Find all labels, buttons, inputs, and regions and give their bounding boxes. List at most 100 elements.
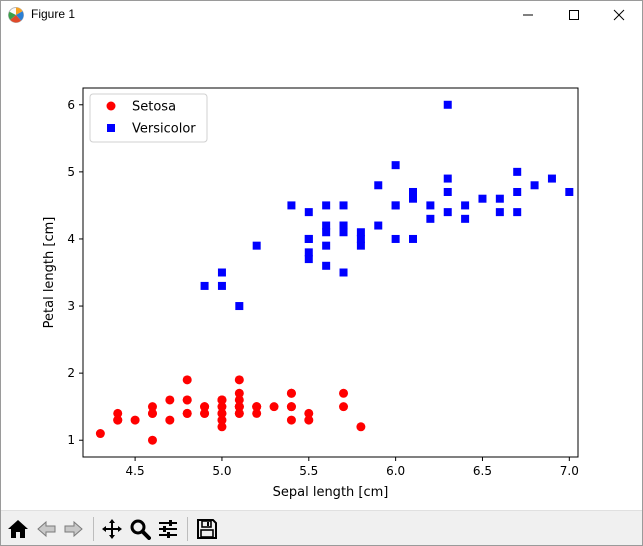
configure-subplots-button[interactable] — [155, 516, 181, 542]
setosa-point — [304, 415, 314, 425]
setosa-point — [269, 402, 279, 412]
versicolor-point — [287, 201, 296, 210]
save-button[interactable] — [194, 516, 220, 542]
setosa-point — [304, 408, 314, 418]
setosa-point — [234, 388, 244, 398]
x-tick-label: 5.0 — [212, 464, 231, 478]
legend-frame — [89, 93, 208, 143]
home-icon — [8, 520, 28, 538]
home-button[interactable] — [5, 516, 31, 542]
versicolor-point — [409, 194, 417, 203]
setosa-point — [165, 395, 175, 405]
back-button[interactable] — [33, 516, 59, 542]
setosa-point — [234, 402, 244, 412]
versicolor-point — [339, 221, 348, 230]
y-tick-label: 5 — [67, 165, 75, 179]
setosa-point — [234, 375, 244, 385]
title-bar[interactable]: Figure 1 — [1, 1, 642, 29]
setosa-point — [147, 435, 157, 445]
setosa-point — [113, 408, 123, 418]
versicolor-point — [461, 201, 470, 210]
versicolor-point — [443, 187, 452, 196]
setosa-point — [234, 408, 244, 418]
setosa-point — [217, 395, 227, 405]
x-tick-label: 6.0 — [386, 464, 405, 478]
versicolor-point — [391, 201, 400, 210]
versicolor-point — [547, 174, 556, 183]
setosa-point — [252, 402, 262, 412]
versicolor-point — [409, 187, 417, 196]
versicolor-point — [461, 214, 470, 223]
setosa-point — [147, 402, 157, 412]
versicolor-point — [356, 234, 365, 243]
versicolor-point — [391, 234, 400, 243]
forward-icon — [64, 520, 83, 538]
versicolor-point — [339, 201, 348, 210]
back-icon — [37, 520, 56, 538]
setosa-point — [339, 388, 349, 398]
versicolor-point — [200, 281, 209, 290]
versicolor-point — [443, 174, 452, 183]
versicolor-point — [304, 234, 313, 243]
axes-frame — [82, 87, 579, 458]
versicolor-point — [426, 201, 435, 210]
toolbar-separator — [93, 517, 94, 541]
toolbar-separator — [187, 517, 188, 541]
y-tick-label: 6 — [67, 98, 75, 112]
versicolor-point — [217, 268, 226, 277]
versicolor-point — [374, 181, 383, 190]
legend-marker-versicolor — [107, 124, 115, 132]
versicolor-point — [374, 221, 383, 230]
zoom-button[interactable] — [127, 516, 153, 542]
maximize-button[interactable] — [551, 1, 597, 29]
versicolor-point — [495, 208, 504, 217]
versicolor-point — [217, 281, 226, 290]
scatter-chart: 4.5 5.0 5.5 6.0 6.5 7.0 1 2 3 4 5 6 Sepal length [c… — [42, 87, 579, 500]
versicolor-point — [322, 228, 331, 237]
maximize-icon — [569, 10, 579, 20]
figure-canvas[interactable]: 4.5 5.0 5.5 6.0 6.5 7.0 1 2 3 4 5 6 Sepal length [c… — [1, 29, 642, 510]
versicolor-point — [322, 201, 331, 210]
setosa-point — [252, 408, 262, 418]
versicolor-point — [478, 194, 487, 203]
versicolor-point — [304, 208, 313, 217]
versicolor-point — [391, 161, 400, 170]
setosa-point — [165, 415, 175, 425]
versicolor-point — [235, 302, 244, 311]
save-icon — [197, 519, 217, 539]
versicolor-point — [322, 241, 331, 250]
setosa-point — [95, 429, 105, 439]
versicolor-point — [339, 268, 348, 277]
versicolor-point — [513, 187, 522, 196]
setosa-point — [182, 375, 192, 385]
forward-button[interactable] — [61, 516, 87, 542]
close-button[interactable] — [596, 1, 642, 29]
versicolor-point — [322, 221, 331, 230]
versicolor-point — [322, 261, 331, 270]
matplotlib-icon — [7, 6, 25, 24]
versicolor-point — [339, 228, 348, 237]
versicolor-point — [443, 208, 452, 217]
setosa-point — [217, 408, 227, 418]
setosa-point — [200, 408, 210, 418]
minimize-icon — [523, 14, 533, 16]
minimize-button[interactable] — [505, 1, 551, 29]
setosa-point — [113, 415, 123, 425]
pan-button[interactable] — [99, 516, 125, 542]
setosa-point — [200, 402, 210, 412]
versicolor-point — [513, 167, 522, 176]
x-tick-label: 4.5 — [126, 464, 145, 478]
zoom-icon — [130, 519, 151, 540]
setosa-point — [339, 402, 349, 412]
setosa-point — [182, 395, 192, 405]
close-icon — [613, 9, 625, 21]
configure-subplots-icon — [159, 520, 177, 538]
setosa-point — [217, 415, 227, 425]
setosa-point — [356, 422, 366, 432]
versicolor-point — [252, 241, 261, 250]
y-tick-label: 2 — [67, 366, 75, 380]
x-tick-label: 7.0 — [560, 464, 579, 478]
setosa-point — [130, 415, 140, 425]
x-tick-label: 5.5 — [299, 464, 318, 478]
